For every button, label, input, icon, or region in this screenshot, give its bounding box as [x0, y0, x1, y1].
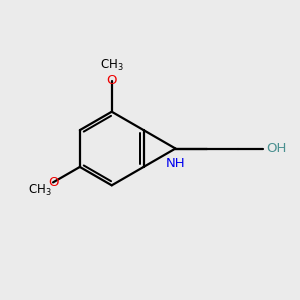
Text: OH: OH	[266, 142, 286, 155]
Text: CH$_3$: CH$_3$	[100, 58, 124, 73]
Text: O: O	[48, 176, 58, 189]
Text: CH$_3$: CH$_3$	[28, 182, 52, 198]
Text: NH: NH	[166, 157, 185, 170]
Text: O: O	[106, 74, 117, 87]
